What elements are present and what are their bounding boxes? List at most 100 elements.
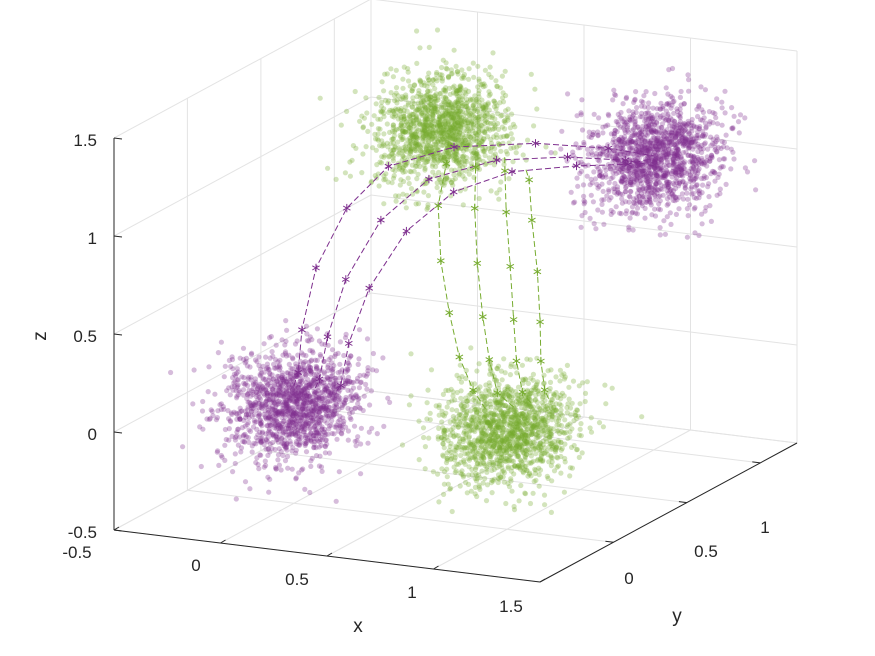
scatter-point: [279, 337, 285, 343]
scatter-point: [250, 402, 256, 408]
scatter-point: [352, 88, 358, 95]
scatter-point: [290, 412, 296, 418]
scatter-point: [275, 387, 281, 393]
scatter-point: [469, 427, 475, 433]
scatter-point: [288, 370, 294, 377]
scatter-point: [306, 396, 312, 403]
scatter-point: [268, 391, 274, 398]
scatter-point: [297, 431, 303, 437]
scatter-point: [334, 404, 340, 410]
scatter-point: [307, 420, 313, 426]
scatter-point: [461, 135, 467, 141]
scatter-point: [730, 125, 736, 131]
scatter-point: [258, 439, 264, 446]
scatter-point: [461, 153, 467, 159]
scatter-point: [254, 426, 260, 432]
scatter-point: [272, 423, 278, 429]
scatter-point: [469, 466, 475, 473]
scatter-point: [352, 438, 358, 444]
back-wall-grid-line: [370, 96, 798, 150]
scatter-point: [295, 394, 301, 400]
scatter-point: [261, 369, 267, 375]
scatter-point: [229, 411, 235, 417]
scatter-point: [499, 395, 505, 401]
scatter-point: [584, 379, 590, 385]
scatter-point: [301, 396, 307, 403]
scatter-point: [415, 100, 421, 106]
scatter-point: [343, 380, 349, 386]
scatter-point: [289, 466, 295, 472]
scatter-point: [534, 106, 540, 112]
scatter-point: [449, 508, 455, 515]
scatter-point: [310, 398, 316, 404]
scatter-point: [348, 406, 354, 412]
scatter-point: [316, 439, 322, 445]
scatter-point: [259, 429, 266, 435]
scatter-point: [595, 207, 601, 213]
scatter-point: [316, 394, 322, 400]
scatter-point: [287, 413, 293, 419]
scatter-point: [300, 391, 306, 398]
scatter-point: [332, 424, 338, 430]
scatter-point: [309, 357, 315, 363]
scatter-point: [228, 410, 234, 416]
scatter-point: [244, 411, 250, 417]
scatter-point: [438, 130, 444, 136]
scatter-point: [416, 457, 422, 463]
scatter-point: [476, 361, 482, 367]
scatter-point: [475, 448, 481, 454]
scatter-point: [258, 421, 264, 427]
scatter-point: [488, 74, 494, 80]
scatter-point: [325, 386, 331, 392]
scatter-point: [425, 193, 431, 199]
scatter-point: [322, 443, 328, 449]
scatter-point: [241, 417, 247, 423]
scatter-point: [277, 420, 283, 427]
scatter-point: [259, 423, 265, 429]
scatter-point: [313, 402, 319, 408]
scatter-point: [309, 398, 315, 404]
scatter-point: [343, 331, 349, 337]
scatter-point: [600, 188, 606, 194]
scatter-point: [252, 376, 258, 382]
scatter-point: [685, 196, 691, 202]
scatter-point: [248, 393, 254, 399]
floor-grid-line: [187, 489, 614, 543]
scatter-point: [335, 394, 342, 400]
scatter-point: [327, 393, 333, 399]
scatter-point: [257, 429, 263, 435]
scatter-point: [257, 417, 263, 423]
scatter-point: [230, 469, 236, 475]
scatter-point: [219, 454, 225, 460]
scatter-point: [577, 426, 583, 432]
scatter-point: [353, 443, 359, 449]
scatter-point: [348, 353, 354, 359]
scatter-point: [445, 438, 451, 444]
scatter-point: [343, 379, 349, 385]
scatter-point: [276, 401, 282, 407]
scatter-point: [319, 341, 325, 347]
scatter-point: [276, 428, 283, 434]
back-wall-grid-line: [375, 0, 798, 52]
scatter-point: [424, 400, 430, 406]
scatter-point: [302, 442, 308, 449]
scatter-point: [443, 65, 449, 71]
scatter-point: [231, 380, 237, 386]
scatter-point: [405, 69, 411, 75]
scatter-point: [388, 90, 394, 96]
scatter-point: [266, 370, 273, 376]
scatter-point: [676, 206, 682, 212]
scatter-point: [310, 377, 316, 383]
scatter-point: [198, 463, 204, 470]
scatter-point: [347, 394, 353, 400]
scatter-point: [311, 408, 317, 414]
scatter-point: [290, 387, 296, 393]
scatter-point: [323, 413, 329, 419]
scatter-point: [492, 400, 498, 406]
scatter-point: [254, 455, 260, 461]
scatter-point: [422, 167, 428, 173]
scatter-point: [364, 386, 370, 392]
scatter-point: [287, 425, 294, 431]
scatter-point: [522, 400, 528, 406]
scatter-point: [547, 379, 554, 385]
